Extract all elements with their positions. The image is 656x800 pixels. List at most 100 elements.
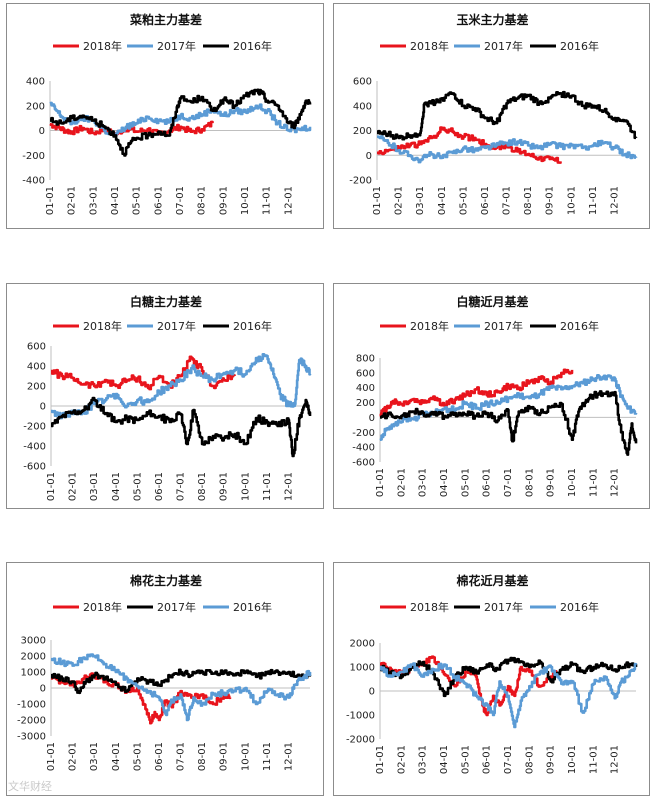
y-tick-label: -200 [352,428,375,439]
x-tick-label: 01-01 [375,745,386,774]
x-tick-label: 06-01 [482,745,493,774]
x-tick-label: 11-01 [262,472,273,501]
series-line-2016年 [51,396,312,458]
x-tick-label: 12-01 [283,186,294,215]
x-tick-label: 09-01 [219,472,230,501]
x-tick-label: 12-01 [609,186,620,215]
x-tick-label: 05-01 [460,468,471,497]
x-tick-label: 03-01 [415,186,426,215]
x-tick-label: 08-01 [524,745,535,774]
legend-label: 2018年 [410,39,449,53]
x-tick-label: 06-01 [154,472,165,501]
series-line-2017年 [51,353,312,420]
x-tick-label: 10-01 [566,186,577,215]
legend-label: 2017年 [484,600,523,614]
y-tick-label: -3000 [17,732,46,743]
x-tick-label: 10-01 [240,742,251,771]
y-tick-label: 200 [356,398,375,409]
y-tick-label: 600 [353,77,372,88]
x-tick-label: 09-01 [546,745,557,774]
series-line-2017年 [51,668,312,695]
x-tick-label: 12-01 [283,472,294,501]
y-tick-label: -400 [22,176,45,187]
chart-title: 棉花主力基差 [130,573,202,588]
y-tick-label: -2000 [346,735,375,746]
chart-svg-sugar-near: 白糖近月基差 2018年 2017年 2016年 800 600 400 200 0 -200 -4… [352,294,638,497]
x-tick-label: 06-01 [153,186,164,215]
y-tick-label: 1000 [21,668,46,679]
x-tick-label: 09-01 [546,468,557,497]
series-line-2017年 [380,656,638,698]
x-tick-label: 07-01 [502,186,513,215]
y-tick-label: 0 [369,413,375,424]
x-tick-label: 08-01 [523,186,534,215]
chart-svg-rapeseed-meal: 菜粕主力基差 2018年 2017年 2016年 400 200 0 -200 -40001-0… [22,12,312,215]
legend-label: 2016年 [560,600,599,614]
y-tick-label: 0 [39,126,45,137]
x-tick-label: 09-01 [218,186,229,215]
x-tick-label: 05-01 [132,742,143,771]
legend-label: 2018年 [83,600,122,614]
x-tick-label: 11-01 [588,186,599,215]
chart-panel-cotton-main: 棉花主力基差 2018年 2017年 2016年 3000 2000 1000 0 -1000 -… [6,562,324,796]
y-tick-label: 200 [27,382,46,393]
chart-title: 白糖近月基差 [456,294,528,309]
x-tick-label: 07-01 [176,742,187,771]
x-tick-label: 03-01 [89,472,100,501]
chart-title: 棉花近月基差 [456,573,528,588]
legend-label: 2016年 [560,319,599,333]
x-tick-label: 11-01 [262,186,273,215]
x-tick-label: 02-01 [396,468,407,497]
y-tick-label: -200 [349,176,372,187]
x-tick-label: 02-01 [394,186,405,215]
x-tick-label: 01-01 [45,186,56,215]
x-tick-label: 03-01 [418,745,429,774]
legend-label: 2016年 [233,319,272,333]
y-tick-label: -400 [352,443,375,454]
x-tick-label: 09-01 [545,186,556,215]
x-tick-label: 01-01 [46,472,57,501]
x-tick-label: 11-01 [588,468,599,497]
x-tick-label: 07-01 [175,186,186,215]
y-tick-label: 1000 [350,663,375,674]
series-line-2016年 [51,653,312,722]
x-tick-label: 06-01 [480,186,491,215]
x-tick-label: 01-01 [375,468,386,497]
y-tick-label: 400 [27,362,46,373]
legend-label: 2016年 [233,600,272,614]
legend-label: 2016年 [233,39,272,53]
x-tick-label: 10-01 [240,472,251,501]
legend-label: 2017年 [157,39,196,53]
x-tick-label: 01-01 [46,742,57,771]
y-tick-label: 0 [369,687,375,698]
series-line-2016年 [377,90,638,141]
x-tick-label: 10-01 [567,745,578,774]
x-tick-label: 04-01 [437,186,448,215]
chart-svg-cotton-near: 棉花近月基差 2018年 2017年 2016年 2000 1000 0 -1000 -2000… [346,573,638,774]
y-tick-label: 600 [356,368,375,379]
x-tick-label: 05-01 [458,186,469,215]
x-tick-label: 11-01 [262,742,273,771]
legend-label: 2018年 [410,319,449,333]
x-tick-label: 08-01 [524,468,535,497]
x-tick-label: 03-01 [418,468,429,497]
x-tick-label: 12-01 [610,745,621,774]
y-tick-label: 3000 [21,636,46,647]
x-tick-label: 04-01 [111,742,122,771]
y-tick-label: 800 [356,354,375,365]
legend-label: 2018年 [83,319,122,333]
legend-label: 2018年 [83,39,122,53]
legend-label: 2018年 [410,600,449,614]
y-tick-label: -600 [352,458,375,469]
x-tick-label: 06-01 [154,742,165,771]
legend-label: 2017年 [484,39,523,53]
y-tick-label: 2000 [350,639,375,650]
x-tick-label: 11-01 [588,745,599,774]
x-tick-label: 02-01 [68,742,79,771]
x-tick-label: 05-01 [132,186,143,215]
chart-svg-sugar-main: 白糖主力基差 2018年 2017年 2016年 600 400 200 0 -200 -400 -… [23,294,312,501]
watermark-text: 文华财经 [8,780,52,793]
y-tick-label: -200 [22,151,45,162]
x-tick-label: 03-01 [89,742,100,771]
x-tick-label: 04-01 [439,745,450,774]
